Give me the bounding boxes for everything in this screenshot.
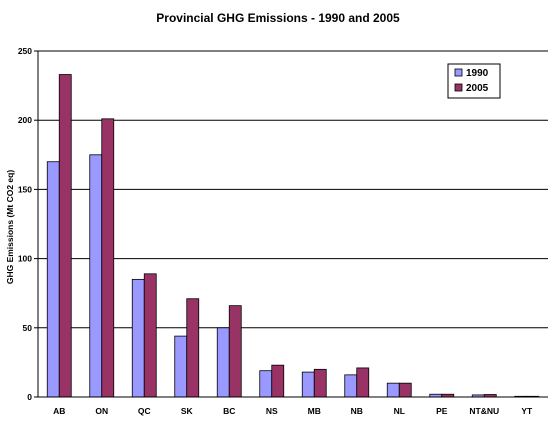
x-tick-label: QC bbox=[138, 406, 151, 416]
x-tick-labels: AB ON QC SK BC NS MB NB NL PE NT&NU YT bbox=[53, 406, 533, 416]
x-tick-label: NT&NU bbox=[469, 406, 499, 416]
legend-swatch-2005 bbox=[454, 83, 463, 92]
bar-bc-1990 bbox=[216, 327, 230, 398]
y-tick-label: 150 bbox=[18, 184, 32, 194]
y-tick-label: 50 bbox=[23, 323, 33, 333]
gridlines bbox=[38, 50, 548, 329]
bar-nb-1990 bbox=[344, 374, 358, 398]
axes-group bbox=[34, 50, 548, 398]
bar-ab-2005 bbox=[58, 74, 72, 398]
y-tick-label: 200 bbox=[18, 115, 32, 125]
x-tick-label: AB bbox=[53, 406, 65, 416]
legend: 1990 2005 bbox=[447, 63, 501, 99]
bar-ns-2005 bbox=[271, 364, 285, 398]
bar-sk-1990 bbox=[174, 335, 188, 398]
legend-label-2005: 2005 bbox=[466, 83, 489, 94]
x-tick-label: SK bbox=[181, 406, 194, 416]
x-tick-label: ON bbox=[95, 406, 108, 416]
x-tick-label: YT bbox=[521, 406, 533, 416]
bar-qc-2005 bbox=[143, 273, 157, 398]
bar-ns-1990 bbox=[259, 370, 273, 398]
x-tick-label: MB bbox=[308, 406, 321, 416]
x-tick-label: NB bbox=[351, 406, 363, 416]
legend-label-1990: 1990 bbox=[466, 68, 489, 79]
chart-title: Provincial GHG Emissions - 1990 and 2005 bbox=[156, 11, 400, 25]
y-axis-label: GHG Emissions (Mt CO2 eq) bbox=[5, 170, 15, 284]
bar-nb-2005 bbox=[356, 367, 370, 398]
y-tick-label: 100 bbox=[18, 254, 32, 264]
bar-mb-1990 bbox=[301, 371, 315, 398]
x-tick-label: NS bbox=[266, 406, 278, 416]
bar-nl-1990 bbox=[386, 382, 400, 398]
bar-ab-1990 bbox=[46, 161, 60, 398]
bar-bc-2005 bbox=[228, 305, 242, 398]
bar-mb-2005 bbox=[313, 368, 327, 398]
bar-qc-1990 bbox=[131, 278, 145, 398]
x-tick-label: BC bbox=[223, 406, 235, 416]
bar-on-2005 bbox=[101, 118, 115, 398]
x-tick-label: NL bbox=[394, 406, 405, 416]
y-tick-label: 0 bbox=[27, 392, 32, 402]
bar-nl-2005 bbox=[398, 382, 412, 398]
y-tick-labels: 0 50 100 150 200 250 bbox=[18, 46, 32, 402]
bar-on-1990 bbox=[89, 154, 103, 398]
bar-sk-2005 bbox=[186, 298, 200, 398]
bars-group bbox=[46, 74, 540, 398]
y-tick-label: 250 bbox=[18, 46, 32, 56]
x-tick-label: PE bbox=[436, 406, 448, 416]
legend-swatch-1990 bbox=[454, 68, 463, 77]
